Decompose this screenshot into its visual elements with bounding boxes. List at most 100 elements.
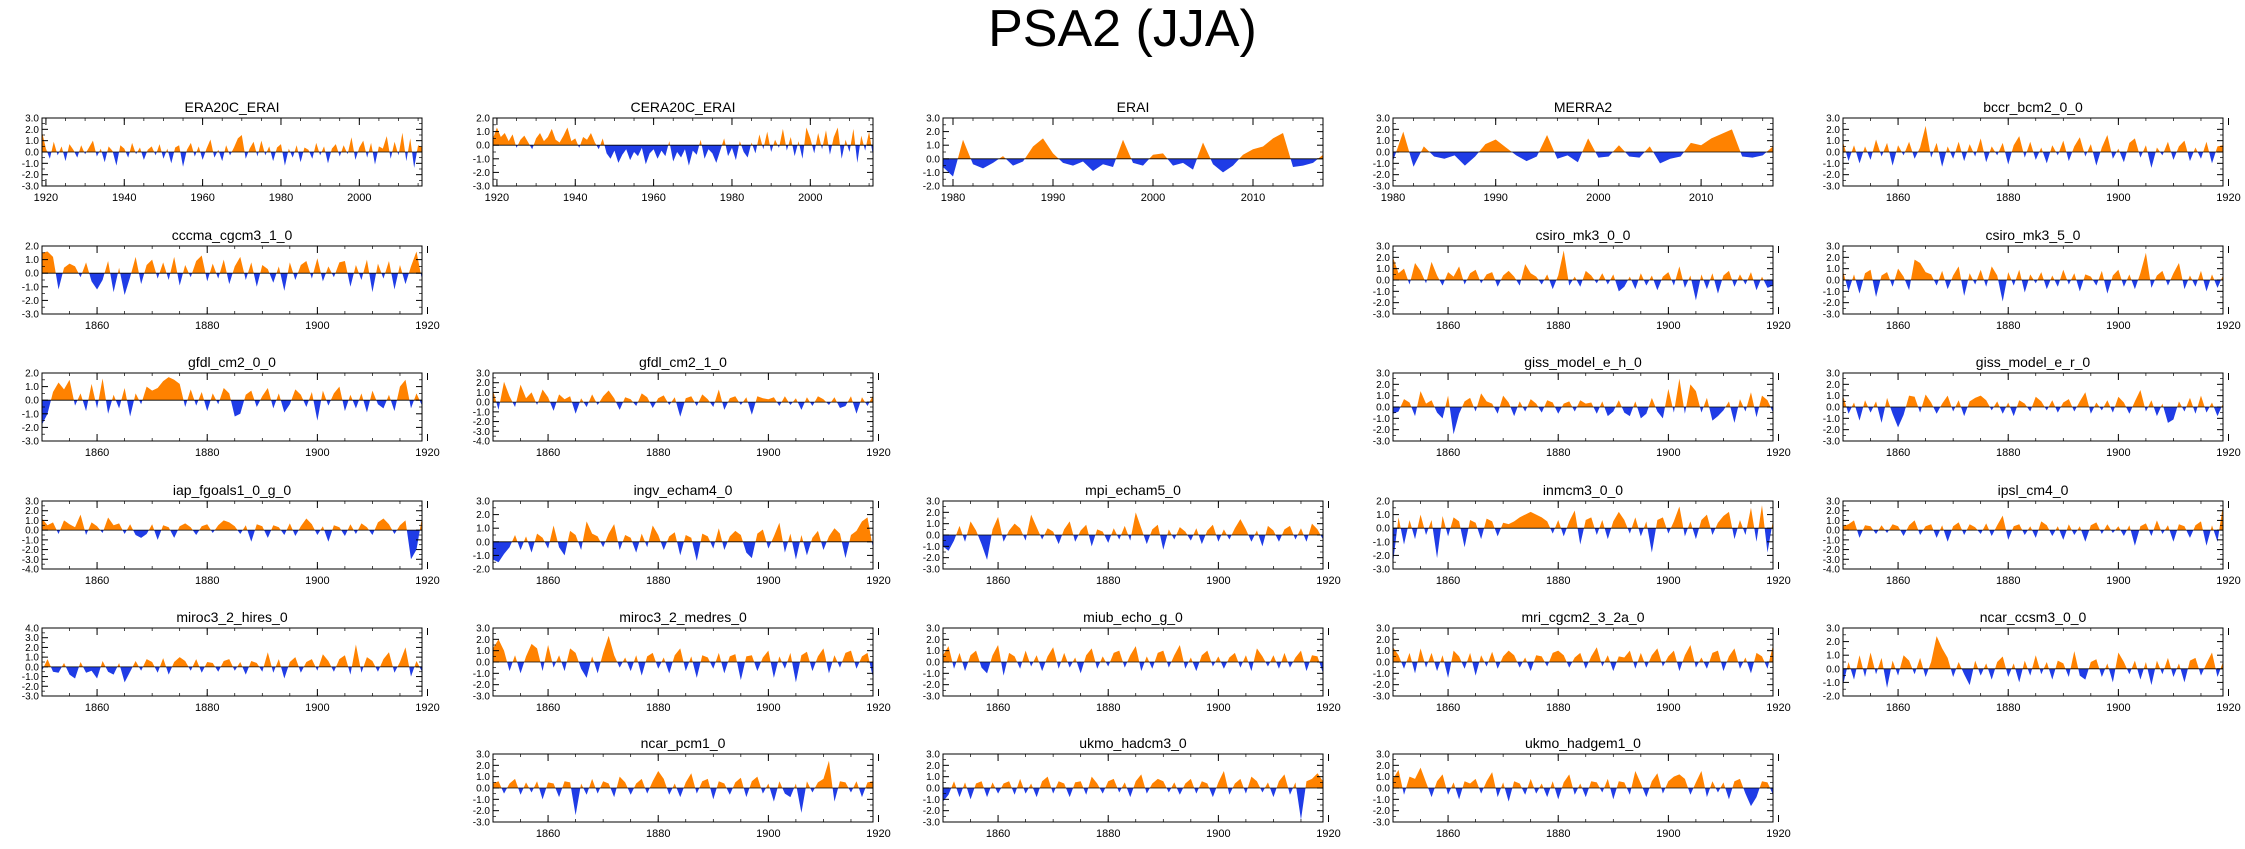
y-tick-label: 3.0 bbox=[1376, 242, 1390, 253]
y-tick-label: 2.0 bbox=[926, 127, 940, 138]
x-tick-label: 1920 bbox=[1766, 447, 1790, 459]
x-tick-label: 1880 bbox=[646, 447, 670, 459]
x-tick-label: 1900 bbox=[305, 575, 329, 587]
y-tick-label: -1.0 bbox=[1823, 535, 1841, 546]
y-tick-label: 3.0 bbox=[476, 624, 490, 635]
x-tick-label: 1920 bbox=[415, 447, 439, 459]
x-tick-label: 1920 bbox=[34, 192, 58, 204]
x-tick-label: 1900 bbox=[1656, 447, 1680, 459]
y-tick-label: 1.0 bbox=[25, 136, 39, 147]
x-tick-label: 1860 bbox=[1886, 192, 1910, 204]
x-tick-label: 1880 bbox=[1546, 320, 1570, 332]
panel-giss-model-e-h-0: giss_model_e_h_0 1860 1880 1900 1920 3.02.01.… bbox=[1373, 354, 1791, 459]
y-tick-label: 1.0 bbox=[25, 255, 39, 266]
series-area-positive bbox=[1393, 250, 1773, 280]
panel-title: csiro_mk3_5_0 bbox=[1986, 227, 2081, 243]
y-tick-label: 3.0 bbox=[1376, 114, 1390, 125]
y-tick-label: -1.0 bbox=[22, 672, 40, 683]
y-tick-label: 2.0 bbox=[25, 643, 39, 654]
y-tick-label: 1.0 bbox=[1826, 136, 1840, 147]
y-tick-label: 0.0 bbox=[476, 658, 490, 669]
series-area-negative bbox=[493, 402, 873, 417]
y-tick-label: 2.0 bbox=[1826, 506, 1840, 517]
x-tick-label: 1990 bbox=[1483, 192, 1507, 204]
x-tick-label: 1880 bbox=[1996, 320, 2020, 332]
panel-frame bbox=[41, 500, 423, 570]
series-area-negative bbox=[42, 400, 422, 425]
x-tick-label: 2000 bbox=[1141, 192, 1165, 204]
y-tick-label: 3.0 bbox=[25, 633, 39, 644]
x-tick-label: 1900 bbox=[2106, 320, 2130, 332]
x-tick-label: 1860 bbox=[536, 447, 560, 459]
y-tick-label: -1.0 bbox=[1823, 414, 1841, 425]
series-area-negative bbox=[1843, 668, 2223, 688]
series-area-positive bbox=[1393, 645, 1773, 662]
x-tick-label: 1880 bbox=[646, 828, 670, 840]
panel-mri-cgcm2-3-2a-0: mri_cgcm2_3_2a_0 1860 1880 1900 1920 3.02.01.… bbox=[1373, 609, 1791, 714]
series-area-negative bbox=[1843, 152, 2223, 168]
y-tick-label: -1.0 bbox=[923, 168, 941, 179]
x-tick-label: 1920 bbox=[415, 575, 439, 587]
y-tick-label: 0.0 bbox=[926, 154, 940, 165]
y-tick-label: -1.0 bbox=[1823, 287, 1841, 298]
y-tick-label: -3.0 bbox=[923, 565, 941, 576]
y-tick-label: 0.0 bbox=[926, 784, 940, 795]
y-tick-label: 2.0 bbox=[1826, 637, 1840, 648]
panel-gfdl-cm2-0-0: gfdl_cm2_0_0 1860 1880 1900 1920 2.0 1.0 0.0 -1.… bbox=[22, 354, 440, 459]
series-area-negative bbox=[943, 662, 1323, 676]
series-area-positive bbox=[42, 251, 422, 274]
series-area-positive bbox=[42, 131, 422, 152]
x-tick-label: 1860 bbox=[986, 828, 1010, 840]
x-tick-label: 1920 bbox=[866, 702, 890, 714]
x-tick-label: 1880 bbox=[1096, 575, 1120, 587]
y-tick-label: 0.0 bbox=[926, 658, 940, 669]
y-tick-label: 0.0 bbox=[1376, 276, 1390, 287]
x-tick-label: 1920 bbox=[1766, 702, 1790, 714]
x-tick-label: 1860 bbox=[536, 702, 560, 714]
series-area-negative bbox=[1393, 788, 1773, 807]
x-tick-label: 1980 bbox=[1381, 192, 1405, 204]
panel-title: MERRA2 bbox=[1554, 99, 1613, 115]
y-tick-label: -1.0 bbox=[1373, 669, 1391, 680]
y-tick-label: 3.0 bbox=[926, 750, 940, 761]
y-tick-label: -2.0 bbox=[1823, 425, 1841, 436]
series-area-negative bbox=[42, 152, 422, 168]
y-tick-label: 1.0 bbox=[1826, 516, 1840, 527]
x-tick-label: 1900 bbox=[2106, 575, 2130, 587]
y-tick-label: 1.0 bbox=[1376, 264, 1390, 275]
x-tick-label: 1920 bbox=[1316, 828, 1340, 840]
y-tick-label: -1.0 bbox=[473, 669, 491, 680]
panel-title: cccma_cgcm3_1_0 bbox=[172, 227, 293, 243]
x-tick-label: 1860 bbox=[1436, 828, 1460, 840]
y-tick-label: 1.0 bbox=[1826, 264, 1840, 275]
panel-title: CERA20C_ERAI bbox=[630, 99, 735, 115]
panel-miroc3-2-hires-0: miroc3_2_hires_0 1860 1880 1900 1920 4.03.02.… bbox=[22, 609, 440, 714]
y-tick-label: 3.0 bbox=[1826, 369, 1840, 380]
x-tick-label: 1860 bbox=[536, 575, 560, 587]
y-tick-label: 1.0 bbox=[1376, 510, 1390, 521]
y-tick-label: -2.0 bbox=[1373, 806, 1391, 817]
panel-title: iap_fgoals1_0_g_0 bbox=[173, 482, 292, 498]
x-tick-label: 1920 bbox=[1766, 575, 1790, 587]
panel-inmcm3-0-0: inmcm3_0_0 1860 1880 1900 1920 2.0 1.0 0.0 -1.0 -… bbox=[1373, 482, 1791, 587]
panel-title: ipsl_cm4_0 bbox=[1998, 482, 2069, 498]
x-tick-label: 1880 bbox=[195, 575, 219, 587]
y-tick-label: -3.0 bbox=[1373, 182, 1391, 193]
y-tick-label: 0.0 bbox=[476, 784, 490, 795]
series-area-negative bbox=[943, 535, 1323, 560]
y-tick-label: 0.0 bbox=[476, 398, 490, 409]
y-tick-label: -1.0 bbox=[1373, 414, 1391, 425]
series-area-positive bbox=[42, 644, 422, 667]
series-area-positive bbox=[943, 645, 1323, 662]
y-tick-label: -1.0 bbox=[923, 669, 941, 680]
y-tick-label: -3.0 bbox=[1823, 182, 1841, 193]
x-tick-label: 1860 bbox=[1886, 320, 1910, 332]
y-tick-label: 3.0 bbox=[25, 497, 39, 508]
y-tick-label: 1.0 bbox=[1376, 391, 1390, 402]
y-tick-label: -1.0 bbox=[473, 407, 491, 418]
y-tick-label: -1.0 bbox=[1823, 678, 1841, 689]
y-tick-label: -2.0 bbox=[22, 682, 40, 693]
y-tick-label: 1.0 bbox=[1826, 391, 1840, 402]
y-tick-label: 2.0 bbox=[476, 114, 490, 125]
figure-title: PSA2 (JJA) bbox=[988, 0, 1257, 58]
